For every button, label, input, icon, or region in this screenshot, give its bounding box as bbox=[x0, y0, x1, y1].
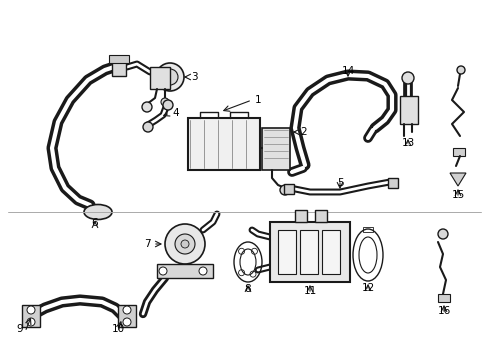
Circle shape bbox=[123, 306, 131, 314]
Circle shape bbox=[27, 306, 35, 314]
Text: 14: 14 bbox=[341, 66, 354, 76]
Text: 7: 7 bbox=[144, 239, 151, 249]
Bar bbox=[452, 148, 464, 156]
Circle shape bbox=[181, 240, 189, 248]
Circle shape bbox=[280, 185, 289, 195]
Text: 3: 3 bbox=[191, 72, 197, 82]
Bar bbox=[109, 55, 129, 63]
Bar bbox=[314, 210, 326, 222]
Text: 8: 8 bbox=[244, 284, 251, 294]
Circle shape bbox=[175, 234, 195, 254]
Bar bbox=[299, 230, 317, 274]
Bar bbox=[399, 96, 417, 124]
Bar bbox=[269, 222, 349, 282]
Circle shape bbox=[199, 267, 206, 275]
Circle shape bbox=[164, 224, 204, 264]
Circle shape bbox=[437, 229, 447, 239]
Bar bbox=[278, 230, 295, 274]
Circle shape bbox=[401, 72, 413, 84]
Circle shape bbox=[161, 98, 169, 106]
Text: 11: 11 bbox=[303, 286, 316, 296]
Text: 5: 5 bbox=[336, 178, 343, 188]
Bar bbox=[294, 210, 306, 222]
Circle shape bbox=[123, 318, 131, 326]
Circle shape bbox=[156, 63, 183, 91]
Circle shape bbox=[163, 100, 173, 110]
Bar bbox=[387, 178, 397, 188]
Polygon shape bbox=[449, 173, 465, 186]
Text: 1: 1 bbox=[254, 95, 261, 105]
Circle shape bbox=[142, 122, 153, 132]
Text: 16: 16 bbox=[436, 306, 450, 316]
Bar bbox=[362, 227, 372, 232]
Text: 6: 6 bbox=[92, 218, 98, 228]
Circle shape bbox=[27, 318, 35, 326]
Circle shape bbox=[456, 66, 464, 74]
Text: 10: 10 bbox=[111, 324, 124, 334]
Text: 12: 12 bbox=[361, 283, 374, 293]
Bar bbox=[262, 128, 289, 170]
Bar bbox=[150, 67, 170, 89]
Circle shape bbox=[142, 102, 152, 112]
Bar bbox=[157, 264, 213, 278]
Bar bbox=[22, 305, 40, 327]
Bar bbox=[118, 305, 136, 327]
Circle shape bbox=[159, 267, 167, 275]
Bar bbox=[187, 118, 260, 170]
Text: 13: 13 bbox=[401, 138, 414, 148]
Bar bbox=[437, 294, 449, 302]
Text: 15: 15 bbox=[450, 190, 464, 200]
Bar bbox=[284, 184, 293, 194]
Bar bbox=[112, 58, 126, 76]
Text: 2: 2 bbox=[299, 127, 306, 137]
Text: 9: 9 bbox=[16, 324, 23, 334]
Text: 4: 4 bbox=[172, 108, 178, 118]
Ellipse shape bbox=[84, 204, 112, 220]
Bar bbox=[321, 230, 339, 274]
Circle shape bbox=[162, 69, 178, 85]
